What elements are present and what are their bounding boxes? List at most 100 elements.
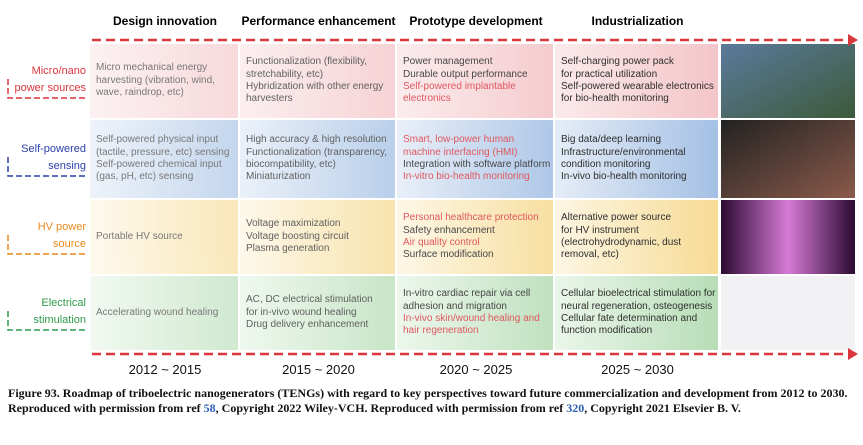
cell-line: In-vivo bio-health monitoring: [561, 171, 687, 183]
row-label-line: HV power: [37, 221, 86, 233]
cell-line: Accelerating wound healing: [96, 306, 219, 318]
label-bracket: [7, 79, 88, 99]
row-label-line: Self-powered: [21, 143, 86, 155]
row-label-line: Electrical: [41, 297, 86, 309]
cell-line: Voltage maximization: [246, 218, 341, 230]
row-label: Micro/nano power sources: [0, 63, 86, 97]
cell-line: removal, etc): [561, 249, 619, 261]
cell-line: High accuracy & high resolution: [246, 134, 387, 146]
cell-line: (tactile, pressure, etc) sensing: [96, 146, 230, 158]
cell-line: (gas, pH, etc) sensing: [96, 171, 194, 183]
image: [721, 200, 855, 274]
cell-line: Self-powered chemical input: [96, 159, 222, 170]
cell: Voltage maximization Voltage boosting cir…: [240, 200, 395, 274]
cell-line: Self-charging power pack: [561, 56, 674, 68]
column-header: Industrialization: [591, 14, 684, 28]
caption-text: , Copyright 2021 Elsevier B. V.: [584, 401, 741, 415]
cell-line: Cellular bioelectrical stimulation for: [561, 288, 716, 300]
cell: In-vitro cardiac repair via cell adhesion…: [397, 276, 553, 350]
cell: Functionalization (flexibility, stretchab…: [240, 44, 395, 118]
cell-line: for bio-health monitoring: [561, 93, 669, 105]
caption: Figure 93. Roadmap of triboelectric nano…: [8, 386, 856, 416]
cell-line: Integration with software platform: [403, 159, 551, 170]
column-header: Design innovation: [112, 14, 217, 28]
cell: Alternative power source for HV instrumen…: [555, 200, 718, 274]
row-label: Self-powered sensing: [0, 141, 86, 175]
cell: Micro mechanical energy harvesting (vibra…: [90, 44, 238, 118]
image: [721, 120, 855, 198]
cell-line: Voltage boosting circuit: [246, 230, 349, 242]
row-label-line: stimulation: [33, 314, 86, 326]
row-label: HV power source: [0, 219, 86, 253]
cell: AC, DC electrical stimulation for in-vivo…: [240, 276, 395, 350]
cell-line: stretchability, etc): [246, 68, 324, 80]
cell-line: AC, DC electrical stimulation: [246, 294, 373, 306]
row-label-line: power sources: [14, 82, 86, 94]
cell-line: Plasma generation: [246, 243, 330, 255]
label-bracket: [7, 311, 88, 331]
cell-line: adhesion and migration: [403, 300, 507, 312]
cell-line: for in-vivo wound healing: [246, 306, 357, 318]
cell-line: Infrastructure/environmental: [561, 146, 686, 158]
cell-line: Personal healthcare protection: [403, 212, 539, 224]
cell: Accelerating wound healing: [90, 276, 238, 350]
row-label-line: source: [52, 238, 86, 250]
cell-line: function modification: [561, 325, 653, 337]
cell-line: Self-powered implantable: [403, 81, 516, 92]
cell-line: harvesting (vibration, wind,: [96, 74, 215, 86]
label-bracket: [7, 235, 88, 255]
cell: Self-charging power pack for practical ut…: [555, 44, 718, 118]
cell: Personal healthcare protection Safety enh…: [397, 200, 553, 274]
cell-line: Safety enhancement: [403, 224, 495, 236]
cell-line: Big data/deep learning: [561, 134, 662, 146]
row-label-line: sensing: [48, 160, 86, 172]
column-header: Prototype development: [409, 14, 543, 28]
cell-line: Alternative power source: [561, 212, 672, 224]
row-label-line: Micro/nano: [31, 65, 86, 77]
cell-line: Self-powered wearable electronics: [561, 81, 714, 92]
cell-line: electronics: [403, 93, 451, 105]
cell-line: neural regeneration, osteogenesis: [561, 300, 713, 312]
image: [721, 44, 855, 118]
cell-line: Portable HV source: [96, 230, 183, 242]
cell-line: machine interfacing (HMI): [403, 146, 518, 158]
cell: Smart, low-power human machine interfacin…: [397, 120, 553, 198]
column-header: Performance enhancement: [241, 14, 396, 28]
cell-line: Smart, low-power human: [403, 134, 515, 146]
cell: Cellular bioelectrical stimulation for ne…: [555, 276, 718, 350]
period: 2020 ~ 2025: [439, 362, 513, 377]
cell-line: wave, raindrop, etc): [96, 87, 184, 99]
period: 2012 ~ 2015: [128, 362, 202, 377]
cell: Power management Durable output performan…: [397, 44, 553, 118]
cell-line: In-vivo skin/wound healing and: [403, 313, 540, 324]
cell-line: Functionalization (transparency,: [246, 146, 387, 158]
cell-line: Miniaturization: [246, 171, 311, 183]
image: [721, 276, 855, 350]
cell-line: Functionalization (flexibility,: [246, 56, 367, 68]
cell-line: In-vitro cardiac repair via cell: [403, 288, 531, 300]
cell-line: for HV instrument: [561, 224, 639, 236]
caption-text: Figure 93. Roadmap of triboelectric nano…: [8, 386, 848, 415]
cell-line: harvesters: [246, 93, 293, 105]
cell: Big data/deep learning Infrastructure/env…: [555, 120, 718, 198]
cell: Self-powered physical input (tactile, pre…: [90, 120, 238, 198]
cell-line: Self-powered physical input: [96, 134, 219, 146]
cell-line: (electrohydrodynamic, dust: [561, 237, 682, 248]
cell-line: Air quality control: [403, 237, 480, 248]
arrow-head: [848, 34, 858, 46]
cell-line: In-vitro bio-health monitoring: [403, 171, 530, 183]
caption-text: , Copyright 2022 Wiley-VCH. Reproduced w…: [215, 401, 567, 415]
cell-line: Drug delivery enhancement: [246, 319, 369, 331]
arrow-head: [848, 348, 858, 360]
cell: Portable HV source: [90, 200, 238, 274]
cell-line: Surface modification: [403, 249, 494, 261]
cell-line: Power management: [403, 56, 493, 68]
cell-line: Micro mechanical energy: [96, 62, 208, 74]
cell: High accuracy & high resolution Functiona…: [240, 120, 395, 198]
cell-line: Durable output performance: [403, 68, 528, 80]
caption-text: 320: [566, 401, 585, 415]
caption-text: 58: [203, 401, 216, 415]
period: 2015 ~ 2020: [282, 362, 355, 377]
cell-line: hair regeneration: [403, 325, 479, 337]
